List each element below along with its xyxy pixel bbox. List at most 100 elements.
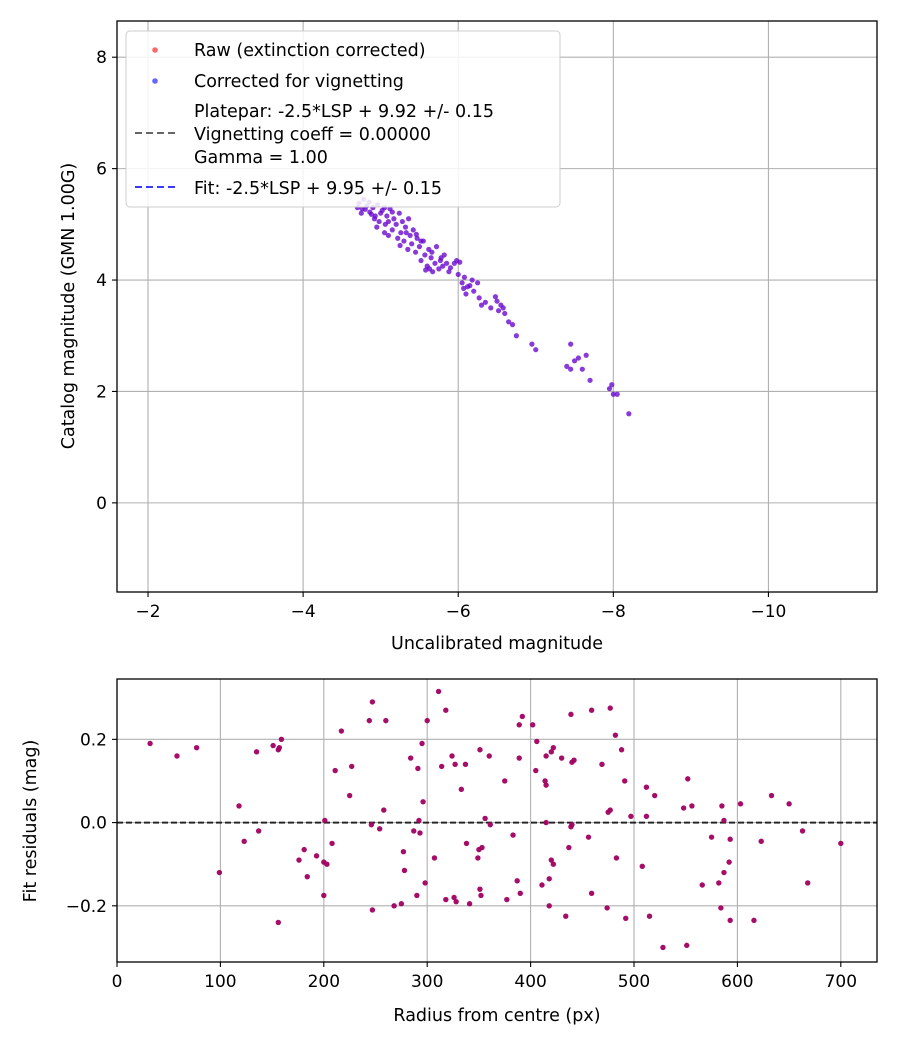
data-point [324, 861, 330, 867]
data-point [708, 834, 715, 840]
data-point [193, 744, 200, 751]
data-point [383, 717, 389, 724]
data-point [415, 765, 421, 772]
data-point [786, 801, 792, 807]
data-point [321, 892, 327, 899]
data-point [606, 386, 613, 392]
data-point [587, 377, 593, 383]
x-tick-label: −6 [446, 602, 471, 622]
data-point [391, 216, 397, 222]
data-point [502, 310, 508, 317]
data-point [643, 784, 650, 790]
data-point [443, 896, 449, 903]
data-point [513, 333, 519, 339]
data-point [437, 257, 443, 264]
data-point [639, 863, 645, 869]
bottom-x-axis-label: Radius from centre (px) [393, 1006, 600, 1026]
y-tick-label: −0.2 [66, 897, 107, 917]
data-point [313, 853, 320, 859]
data-point [482, 299, 488, 305]
x-tick-label: 300 [411, 972, 443, 992]
y-tick-label: 8 [96, 48, 107, 68]
data-point [416, 817, 422, 824]
y-tick-label: 4 [96, 271, 107, 291]
data-point [614, 391, 620, 397]
data-point [737, 801, 744, 807]
data-point [174, 753, 180, 759]
top-plot-frame [116, 20, 878, 593]
data-point [613, 855, 620, 861]
legend-corrected-marker [152, 78, 158, 84]
data-point [422, 252, 428, 258]
data-point [643, 813, 650, 820]
data-point [369, 699, 376, 705]
data-point [395, 235, 401, 241]
data-point [610, 391, 616, 397]
y-tick-label: 0.2 [80, 730, 107, 750]
data-point [147, 740, 153, 747]
data-point [304, 873, 310, 880]
legend-platepar-label: Platepar: -2.5*LSP + 9.92 +/- 0.15 [194, 102, 494, 122]
data-point [451, 894, 457, 901]
data-point [543, 819, 549, 826]
data-point [519, 713, 526, 720]
data-point [680, 805, 687, 811]
data-point [270, 742, 276, 749]
data-point [751, 917, 757, 924]
legend-box [125, 30, 561, 208]
data-point [389, 227, 395, 233]
data-point [622, 778, 628, 784]
data-point [447, 265, 454, 271]
data-point [575, 355, 582, 361]
data-point [550, 861, 557, 867]
data-point [494, 298, 500, 304]
data-point [443, 260, 450, 266]
data-point [455, 271, 461, 278]
data-point [651, 792, 658, 799]
data-point [389, 209, 395, 215]
data-point [583, 352, 589, 358]
data-point [276, 744, 283, 751]
data-point [477, 747, 483, 753]
residuals-chart: 0 100 200 300 400 500 600 700 −0.2 0.0 0.2 Radius … [21, 678, 878, 1026]
data-point [296, 857, 302, 863]
data-point [457, 259, 463, 265]
data-point [275, 919, 282, 926]
data-point [435, 688, 442, 695]
data-point [372, 213, 378, 219]
data-point [533, 347, 539, 353]
data-point [475, 855, 481, 861]
data-point [453, 898, 459, 905]
data-point [391, 903, 397, 909]
x-tick-label: 200 [308, 972, 340, 992]
data-point [449, 753, 455, 759]
data-point [407, 232, 413, 239]
data-point [413, 231, 419, 237]
data-point [430, 269, 436, 275]
data-point [403, 230, 409, 236]
legend-gamma-label: Gamma = 1.00 [194, 148, 328, 168]
data-point [441, 252, 447, 258]
data-point [385, 218, 392, 225]
data-point [461, 285, 467, 291]
data-point [727, 917, 733, 924]
data-point [397, 242, 403, 249]
data-point [417, 830, 423, 836]
data-point [381, 230, 388, 236]
data-point [721, 817, 727, 824]
data-point [626, 411, 632, 417]
data-point [398, 901, 405, 907]
data-point [475, 280, 481, 286]
data-point [418, 257, 424, 264]
data-point [504, 896, 510, 903]
data-point [510, 832, 516, 838]
data-point [402, 224, 409, 230]
bottom-plot-frame [116, 678, 878, 963]
data-point [393, 221, 399, 227]
data-point [241, 838, 247, 845]
data-point [471, 288, 477, 294]
data-point [492, 294, 499, 300]
data-point [564, 363, 570, 369]
data-point [376, 218, 382, 225]
data-point [433, 244, 440, 250]
